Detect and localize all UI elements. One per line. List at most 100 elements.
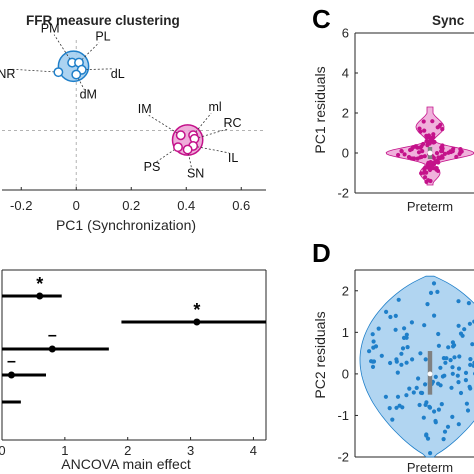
cluster-point-label: PS [144,160,161,174]
violin-y-tick-label: 2 [342,283,349,298]
cluster-point [173,142,183,153]
leader-line [10,68,59,73]
violin-data-point [467,321,472,326]
violin-data-point [456,323,461,328]
violin-data-point [379,353,384,358]
violin-y-tick-label: 1 [342,325,349,340]
violin-data-point [439,402,444,407]
violin-data-point [424,139,429,144]
cluster-point-label: IM [138,102,152,116]
violin-data-point [427,167,433,173]
scatter-x-ticks: -0.2 0 0.2 0.4 0.6 [10,187,250,213]
significance-marker: * [36,274,43,294]
forest-rows: * * – – [2,274,266,404]
violin-data-point [421,141,426,147]
violin-data-point [443,360,448,365]
violin-data-point [442,373,447,378]
scatter-x-axis-label: PC1 (Synchronization) [56,217,196,233]
violin-data-point [463,370,469,375]
violin-data-point [414,385,419,390]
violin-data-point [371,339,376,344]
violin-data-point [419,171,424,176]
panel-d-letter: D [312,238,331,268]
effect-estimate [36,292,44,300]
violin-data-point [457,354,462,359]
violin-data-point [432,409,437,414]
violin-data-point [422,323,427,328]
violin-data-point [421,415,426,420]
violin-data-point [402,326,407,331]
violin-data-point [452,355,457,360]
violin-data-point [435,125,440,130]
violin-data-point [445,424,451,429]
violin-data-point [422,128,427,133]
violin-data-point [462,327,467,332]
violin-data-point [396,297,401,302]
violin-data-point [468,386,473,391]
violin-data-point [367,349,372,354]
violin-data-point [425,302,430,307]
forest-x-tick-label: 3 [187,443,194,458]
violin-data-point [455,373,460,378]
panel-c-y-ticks: -2 0 2 4 6 [337,26,358,201]
violin-data-point [422,154,427,159]
violin-data-point [404,332,409,337]
violin-data-point [428,451,433,456]
violin-data-point [373,344,379,349]
effect-estimate [193,318,201,326]
violin-data-point [418,351,423,356]
violin-data-point [468,362,473,367]
leader-line [148,114,181,136]
violin-data-point [441,356,446,361]
violin-data-point [399,351,404,356]
violin-data-point [448,358,453,363]
violin-data-point [471,363,474,368]
leader-line [194,128,229,140]
violin-data-point [438,365,443,370]
violin-data-point [450,149,455,154]
violin-data-point [431,281,437,286]
violin-data-point [405,345,410,350]
violin-data-point [420,149,425,154]
violin-data-point [396,152,401,158]
violin-shape [359,275,474,458]
violin-data-point [450,414,455,419]
violin-data-point [450,371,455,376]
violin-data-point [436,407,441,412]
violin-data-point [436,381,441,386]
violin-data-point [456,299,461,304]
violin-data-point [433,418,438,424]
violin-data-point [416,376,421,381]
violin-data-point [458,331,464,336]
violin-data-point [419,154,424,159]
violin-data-point [438,155,443,160]
violin-data-point [400,405,405,410]
forest-x-axis-label: ANCOVA main effect [61,456,191,472]
leader-line [75,74,85,90]
violin-data-point [404,393,409,398]
violin-data-point [423,382,428,387]
violin-data-point [401,335,407,340]
violin-data-point [426,178,431,183]
violin-data-point [408,147,413,153]
violin-data-point [393,327,398,332]
violin-data-point [436,331,441,337]
violin-data-point [394,359,399,364]
cluster-point-label: IL [228,151,238,165]
effect-estimate [48,345,56,353]
cluster-point [175,130,186,141]
violin-data-point [435,158,440,163]
cluster-point [71,69,82,80]
violin-data-point [440,148,445,154]
panel-d-y-axis-label: PC2 residuals [312,311,328,398]
violin-y-tick-label: 4 [342,66,349,81]
panel-c-letter: C [312,4,331,34]
violin-data-point [441,437,446,442]
violin-data-point [454,154,459,159]
forest-x-tick-label: 0 [0,443,6,458]
violin-median [427,150,433,156]
violin-data-point [402,152,407,157]
leader-line [53,34,73,63]
violin-data-point [458,390,464,396]
